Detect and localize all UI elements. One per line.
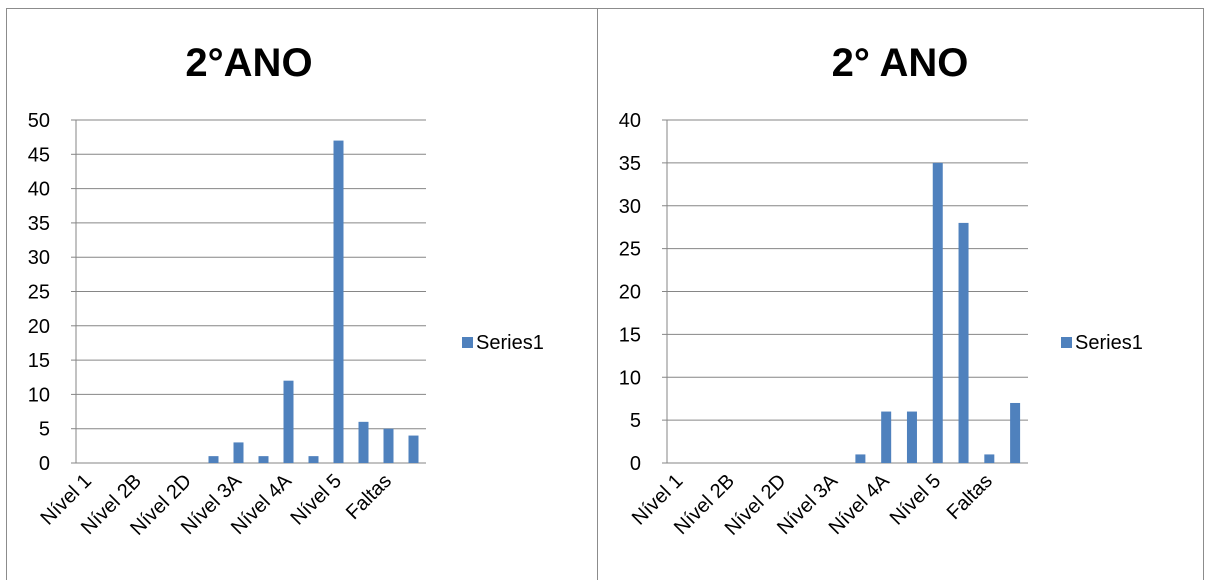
bar bbox=[881, 411, 892, 463]
y-tick-label: 10 bbox=[28, 384, 50, 406]
bar bbox=[208, 456, 219, 463]
bar bbox=[233, 442, 244, 463]
y-tick-label: 25 bbox=[619, 239, 641, 261]
bar bbox=[932, 162, 943, 463]
legend-label: Series1 bbox=[476, 332, 544, 354]
y-tick-label: 10 bbox=[619, 367, 641, 389]
chart-panel-right: 2° ANO 0 5 10 15 20 25 30 35 40 Nível 1 Nível 2B Nív… bbox=[598, 8, 1204, 580]
legend-swatch bbox=[1061, 337, 1072, 348]
x-tick-label: Nível 5 bbox=[286, 470, 346, 530]
x-tick-label: Nível 5 bbox=[886, 470, 946, 530]
y-tick-label: 20 bbox=[28, 316, 50, 338]
chart-title: 2° ANO bbox=[832, 41, 969, 85]
y-tick-label: 25 bbox=[28, 282, 50, 304]
bar bbox=[984, 454, 995, 463]
bar bbox=[333, 140, 344, 463]
y-tick-label: 35 bbox=[619, 153, 641, 175]
bar bbox=[383, 428, 394, 463]
x-tick-label: Faltas bbox=[342, 470, 396, 524]
y-tick-label: 40 bbox=[28, 179, 50, 201]
chart-panel-left: 2°ANO 0 5 10 15 20 25 30 35 40 45 50 Nível 1 Nível 2B… bbox=[6, 8, 598, 580]
y-tick-label: 0 bbox=[630, 453, 641, 475]
y-tick-label: 5 bbox=[630, 410, 641, 432]
bar bbox=[906, 411, 917, 463]
chart-title: 2°ANO bbox=[185, 41, 312, 85]
y-tick-label: 30 bbox=[28, 247, 50, 269]
y-tick-label: 0 bbox=[39, 453, 50, 475]
bar bbox=[958, 222, 969, 463]
bar bbox=[308, 456, 319, 463]
y-tick-label: 50 bbox=[28, 110, 50, 132]
y-tick-label: 20 bbox=[619, 282, 641, 304]
bar bbox=[855, 454, 866, 463]
y-tick-label: 5 bbox=[39, 419, 50, 441]
bar bbox=[283, 380, 294, 463]
legend-swatch bbox=[462, 337, 473, 348]
y-tick-label: 15 bbox=[619, 324, 641, 346]
y-tick-label: 45 bbox=[28, 144, 50, 166]
bar bbox=[258, 456, 269, 463]
y-tick-label: 30 bbox=[619, 196, 641, 218]
bar bbox=[358, 421, 369, 463]
x-tick-label: Faltas bbox=[943, 470, 997, 524]
legend-label: Series1 bbox=[1075, 332, 1143, 354]
y-tick-label: 15 bbox=[28, 350, 50, 372]
y-tick-label: 40 bbox=[619, 110, 641, 132]
bar bbox=[1010, 402, 1021, 463]
bar bbox=[408, 435, 419, 463]
y-tick-label: 35 bbox=[28, 213, 50, 235]
